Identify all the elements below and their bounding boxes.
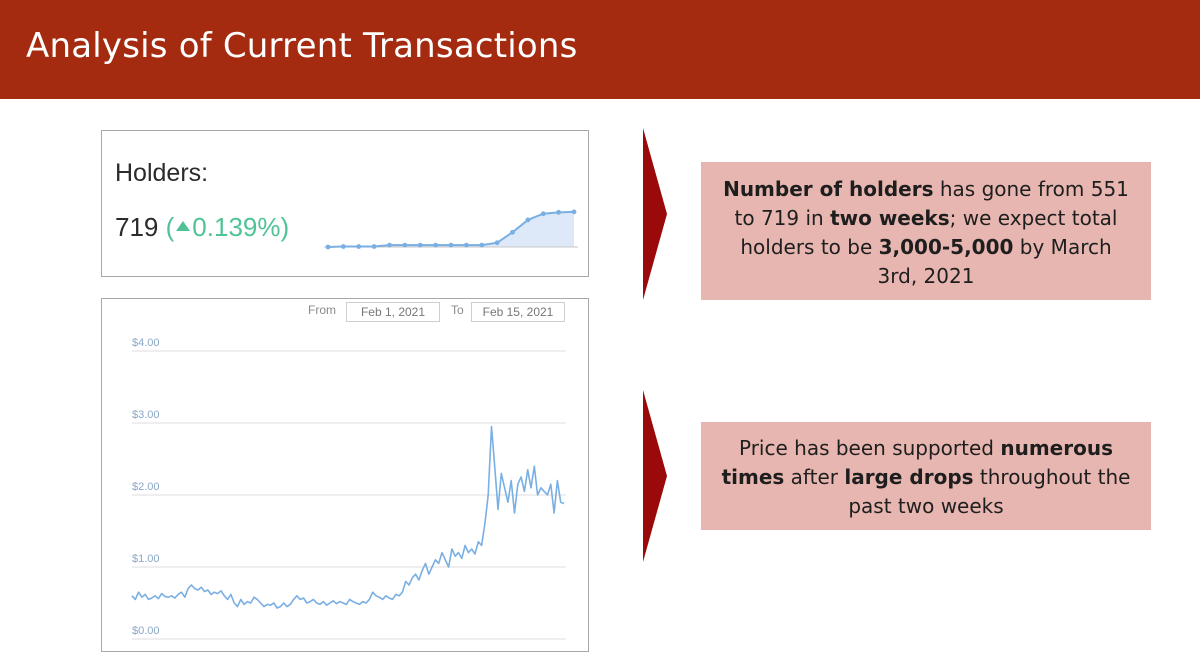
callout-bold: Number of holders	[723, 177, 934, 201]
y-tick-label: $0.00	[132, 625, 160, 637]
holders-label: Holders:	[115, 159, 209, 187]
y-tick-label: $3.00	[132, 409, 160, 421]
sparkline-point	[448, 242, 454, 248]
callout-text: throughout the past two weeks	[848, 465, 1131, 518]
triangle-up-icon	[176, 221, 191, 231]
callout-bold: large drops	[844, 465, 974, 489]
sparkline-point	[402, 242, 408, 248]
to-label: To	[451, 303, 464, 317]
price-callout: Price has been supported numerous times …	[701, 422, 1151, 530]
y-tick-label: $4.00	[132, 337, 160, 349]
title-bar: Analysis of Current Transactions	[0, 0, 1200, 99]
holders-change-wrap: (0.139%)	[165, 212, 290, 242]
callout-text: has gone from 551 to 719 in	[734, 177, 1129, 230]
holders-change: 0.139%	[192, 212, 281, 242]
holders-value-row: 719 (0.139%)	[115, 212, 289, 243]
arrow-right-icon	[643, 128, 667, 300]
sparkline-point	[356, 244, 362, 249]
callout-bold: 3,000-5,000	[878, 235, 1014, 259]
sparkline-point	[417, 242, 423, 248]
holders-sparkline	[324, 209, 578, 250]
sparkline-point	[463, 242, 469, 248]
holders-panel: Holders: 719 (0.139%)	[101, 130, 589, 277]
sparkline-point	[433, 242, 439, 248]
holders-count: 719	[115, 212, 159, 242]
callout-text: by March 3rd, 2021	[877, 235, 1112, 288]
y-tick-label: $1.00	[132, 553, 160, 565]
sparkline-point	[525, 217, 531, 223]
from-label: From	[308, 303, 336, 317]
callout-bold: two weeks	[830, 206, 950, 230]
sparkline-area	[328, 211, 574, 247]
slide-title: Analysis of Current Transactions	[26, 26, 578, 66]
to-date-input[interactable]: Feb 15, 2021	[471, 302, 565, 322]
callout-bold: numerous times	[721, 436, 1113, 489]
price-chart: $4.00 $3.00 $2.00 $1.00 $0.00	[131, 337, 566, 640]
callout-text: Price has been supported	[739, 436, 1001, 460]
holders-callout: Number of holders has gone from 551 to 7…	[701, 162, 1151, 300]
price-series-line	[131, 425, 565, 609]
sparkline-point	[494, 240, 500, 246]
arrow-right-icon	[643, 390, 667, 562]
price-panel: From Feb 1, 2021 To Feb 15, 2021 $4.00 $3…	[101, 298, 589, 652]
y-tick-label: $2.00	[132, 481, 160, 493]
sparkline-point	[556, 209, 562, 215]
sparkline-point	[387, 242, 392, 248]
sparkline-point	[510, 229, 515, 235]
from-date-input[interactable]: Feb 1, 2021	[346, 302, 440, 322]
sparkline-point	[371, 244, 377, 249]
callout-text: after	[784, 465, 845, 489]
callout-text: ; we expect total holders to be	[740, 206, 1118, 259]
sparkline-point	[571, 209, 577, 215]
sparkline-point	[340, 244, 346, 249]
sparkline-point	[479, 242, 485, 248]
sparkline-point	[540, 211, 546, 217]
sparkline-point	[325, 244, 331, 250]
